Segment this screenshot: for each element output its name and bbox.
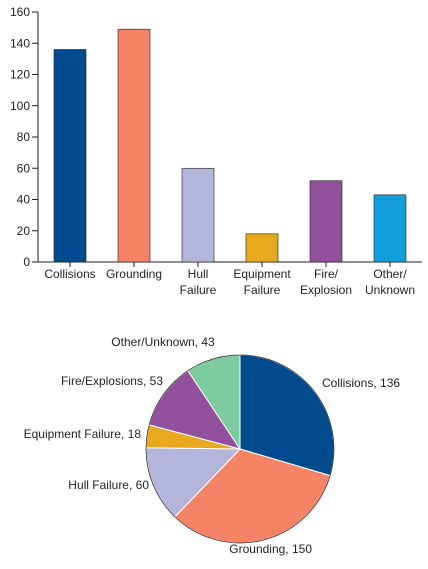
x-tick-label: Failure [180, 283, 217, 297]
y-tick-label: 140 [10, 36, 30, 50]
pie-slice-label: Other/Unknown, 43 [111, 335, 215, 349]
pie-slice-label: Grounding, 150 [229, 542, 312, 556]
bar [245, 233, 279, 263]
x-tick-label: Equipment [233, 267, 291, 281]
pie-slices [145, 354, 335, 544]
y-tick-label: 100 [10, 99, 30, 113]
bar [181, 167, 215, 263]
x-tick-label: Failure [244, 283, 281, 297]
bar [309, 180, 343, 263]
y-tick-label: 20 [17, 224, 31, 238]
bar [117, 28, 151, 263]
pie-slice-label: Fire/Explosions, 53 [61, 374, 163, 388]
y-tick-label: 60 [17, 161, 31, 175]
pie-chart: Collisions, 136 Grounding, 150 Hull Failur… [24, 335, 401, 556]
x-axis-labels: Collisions Grounding Hull Failure Equipment F… [44, 262, 415, 297]
pie-outline [145, 354, 335, 544]
x-tick-label: Other/ [373, 267, 407, 281]
x-tick-label: Unknown [365, 283, 415, 297]
y-tick-label: 80 [17, 130, 31, 144]
x-tick-label: Grounding [106, 267, 162, 281]
bars [53, 28, 407, 263]
y-axis-ticks: 0 20 40 60 80 100 120 140 160 [10, 5, 38, 269]
x-tick-label: Explosion [300, 283, 352, 297]
pie-slice-label: Equipment Failure, 18 [24, 427, 142, 441]
y-tick-label: 120 [10, 68, 30, 82]
pie-labels: Collisions, 136 Grounding, 150 Hull Failur… [24, 335, 401, 556]
x-tick-label: Fire/ [314, 267, 339, 281]
pie-slice-label: Collisions, 136 [322, 376, 400, 390]
bar-chart: 0 20 40 60 80 100 120 140 160 Collisions Groundin… [10, 5, 422, 297]
pie-slice-label: Hull Failure, 60 [68, 478, 149, 492]
y-tick-label: 40 [17, 193, 31, 207]
x-tick-label: Hull [188, 267, 209, 281]
y-tick-label: 0 [23, 255, 30, 269]
bar [53, 49, 87, 263]
y-tick-label: 160 [10, 5, 30, 19]
x-tick-label: Collisions [44, 267, 95, 281]
bar [373, 194, 407, 263]
